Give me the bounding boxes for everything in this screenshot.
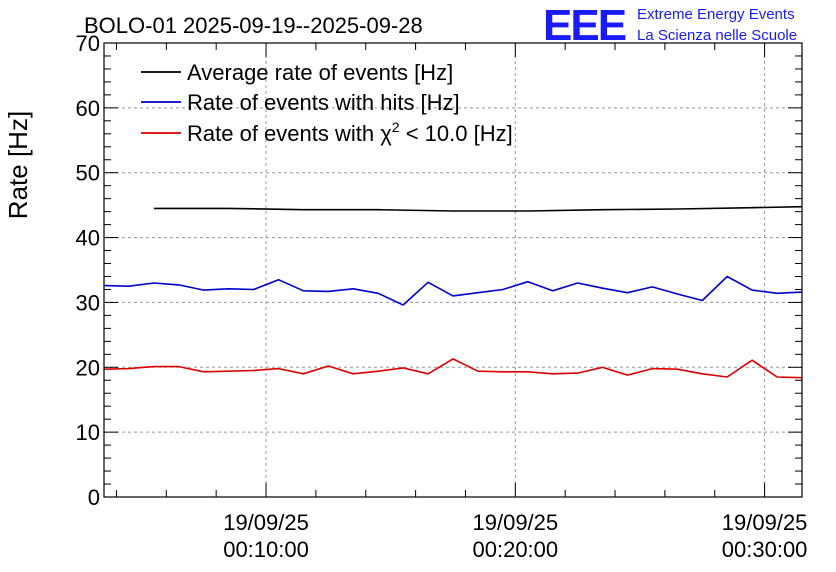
logo-line2: La Scienza nelle Scuole xyxy=(637,27,797,44)
x-tick-labels: 19/09/2500:10:0019/09/2500:20:0019/09/25… xyxy=(223,510,807,562)
y-tick-label-20: 20 xyxy=(76,355,100,380)
y-tick-label-30: 30 xyxy=(76,290,100,315)
grid-lines xyxy=(104,43,802,497)
logo-mark: EEE xyxy=(543,1,626,50)
series-layer xyxy=(104,205,802,379)
chart-title: BOLO-01 2025-09-19--2025-09-28 xyxy=(84,13,423,38)
x-tick-date-1: 19/09/25 xyxy=(473,510,559,535)
y-tick-labels: 0 10 20 30 40 50 60 70 xyxy=(76,31,100,510)
plot-frame xyxy=(103,42,803,498)
x-tick-time-0: 00:10:00 xyxy=(223,537,309,562)
legend-label-average: Average rate of events [Hz] xyxy=(187,60,453,85)
legend-label-chi2: Rate of events with χ2 < 10.0 [Hz] xyxy=(187,119,513,146)
y-tick-label-0: 0 xyxy=(88,485,100,510)
eee-logo: EEE Extreme Energy Events La Scienza nel… xyxy=(543,1,797,50)
legend-chi2-sup: 2 xyxy=(392,119,400,135)
series-chi2-line xyxy=(104,358,802,379)
x-tick-date-2: 19/09/25 xyxy=(722,510,808,535)
y-axis-label: Rate [Hz] xyxy=(3,111,33,219)
legend-chi2-prefix: Rate of events with xyxy=(187,121,380,146)
legend-chi2-suffix: < 10.0 [Hz] xyxy=(400,121,513,146)
legend-chi2-symbol: χ xyxy=(380,121,392,146)
y-tick-label-40: 40 xyxy=(76,226,100,251)
x-tick-time-2: 00:30:00 xyxy=(722,537,808,562)
x-tick-date-0: 19/09/25 xyxy=(223,510,309,535)
legend-label-hits: Rate of events with hits [Hz] xyxy=(187,90,460,115)
x-tick-time-1: 00:20:00 xyxy=(473,537,559,562)
series-average-line xyxy=(153,205,802,212)
legend: Average rate of events [Hz] Rate of even… xyxy=(141,60,513,146)
y-tick-label-10: 10 xyxy=(76,420,100,445)
y-tick-label-70: 70 xyxy=(76,31,100,56)
y-tick-label-60: 60 xyxy=(76,96,100,121)
axis-ticks xyxy=(104,42,802,498)
logo-line1: Extreme Energy Events xyxy=(637,6,795,23)
series-hits-line xyxy=(104,275,802,306)
y-tick-label-50: 50 xyxy=(76,161,100,186)
